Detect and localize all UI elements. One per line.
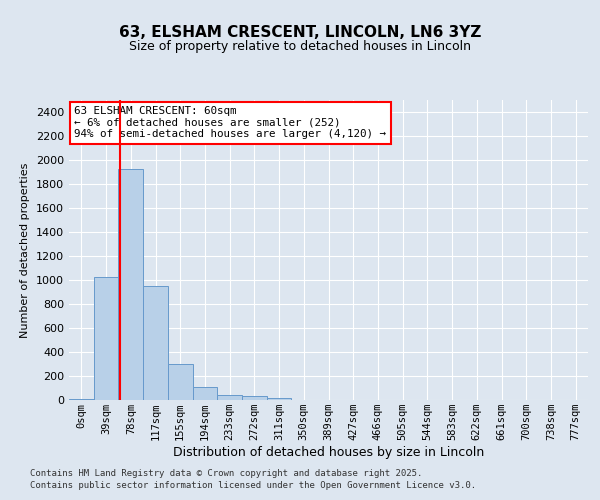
Bar [118,169,143,400]
Text: Contains HM Land Registry data © Crown copyright and database right 2025.: Contains HM Land Registry data © Crown c… [30,470,422,478]
X-axis label: Distribution of detached houses by size in Lincoln: Distribution of detached houses by size … [173,446,484,459]
Bar [94,277,118,400]
Bar [217,394,242,400]
Text: 63 ELSHAM CRESCENT: 60sqm
← 6% of detached houses are smaller (252)
94% of semi-: 63 ELSHAM CRESCENT: 60sqm ← 6% of detach… [74,106,386,139]
Text: 63, ELSHAM CRESCENT, LINCOLN, LN6 3YZ: 63, ELSHAM CRESCENT, LINCOLN, LN6 3YZ [119,25,481,40]
Y-axis label: Number of detached properties: Number of detached properties [20,162,31,338]
Bar [143,286,168,400]
Bar [242,396,267,400]
Text: Size of property relative to detached houses in Lincoln: Size of property relative to detached ho… [129,40,471,53]
Bar [267,398,292,400]
Bar [168,364,193,400]
Bar [193,387,217,400]
Text: Contains public sector information licensed under the Open Government Licence v3: Contains public sector information licen… [30,482,476,490]
